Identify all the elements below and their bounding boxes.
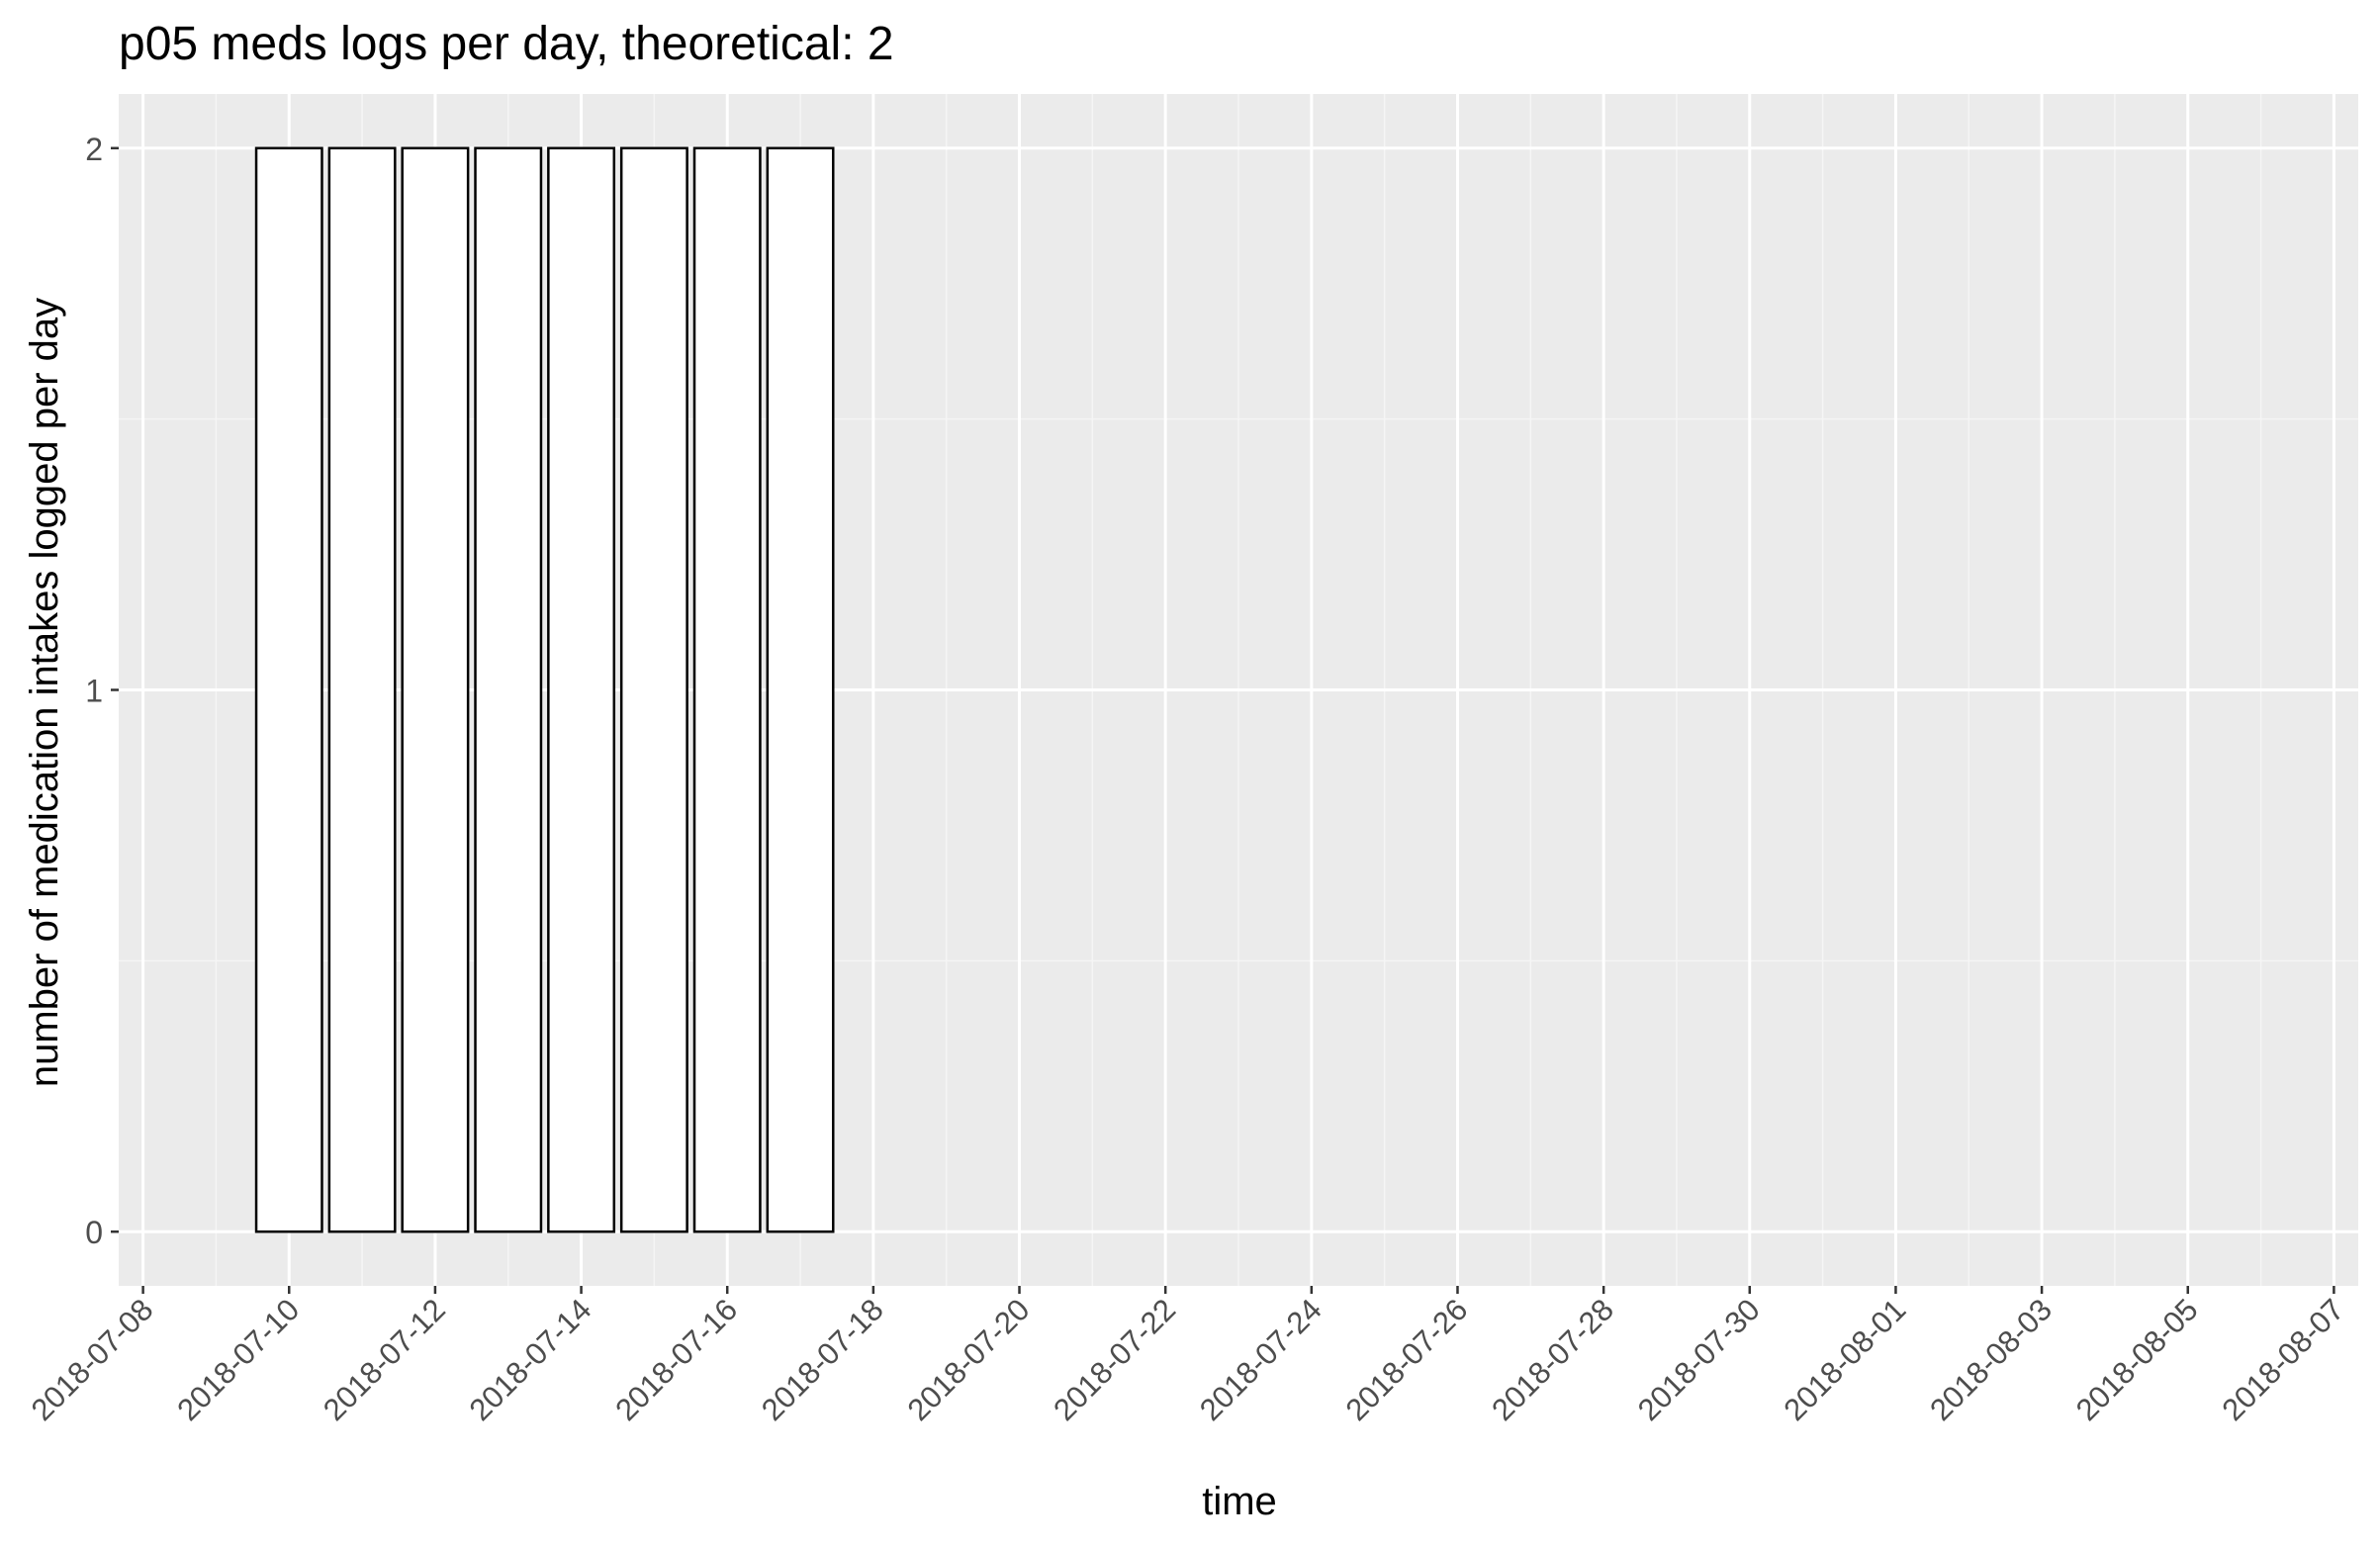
bar xyxy=(474,146,543,1233)
bar xyxy=(327,146,397,1233)
x-axis-title: time xyxy=(1202,1480,1277,1523)
y-tick-label: 2 xyxy=(85,132,103,167)
chart-title: p05 meds logs per day, theoretical: 2 xyxy=(119,18,894,70)
bar xyxy=(766,146,835,1233)
bar xyxy=(547,146,616,1233)
bar xyxy=(401,146,470,1233)
bars-layer xyxy=(254,146,835,1233)
y-tick-label: 1 xyxy=(85,674,103,709)
bar xyxy=(619,146,688,1233)
y-axis: 0 1 2 xyxy=(85,132,119,1250)
bar xyxy=(692,146,762,1233)
bar xyxy=(254,146,323,1233)
y-axis-title: number of medication intakes logged per … xyxy=(23,298,66,1087)
y-tick-label: 0 xyxy=(85,1215,103,1250)
